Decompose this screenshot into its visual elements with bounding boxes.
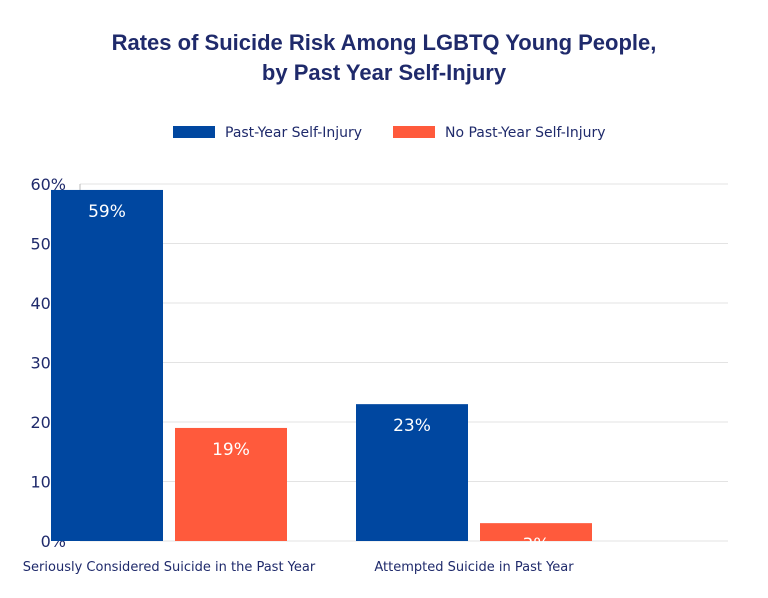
y-tick-label: 60% [30, 175, 66, 194]
data-label: 23% [393, 416, 431, 436]
x-category-label: Attempted Suicide in Past Year [374, 560, 574, 575]
data-label: 59% [88, 202, 126, 222]
bar-no-self-injury [175, 427, 287, 541]
x-category-label: Seriously Considered Suicide in the Past… [23, 560, 316, 575]
data-label: 19% [212, 440, 250, 460]
data-label: 3% [523, 535, 550, 555]
bar-self-injury [356, 404, 468, 541]
bar-no-self-injury [480, 523, 592, 541]
chart-title-line-1: Rates of Suicide Risk Among LGBTQ Young … [111, 30, 657, 55]
legend-label: No Past-Year Self-Injury [445, 125, 606, 141]
legend-swatch [173, 126, 215, 138]
chart-title-line-2: by Past Year Self-Injury [261, 60, 507, 85]
legend-swatch [393, 126, 435, 138]
bar-self-injury [51, 189, 163, 541]
chart-title: Rates of Suicide Risk Among LGBTQ Young … [0, 28, 768, 88]
legend-label: Past-Year Self-Injury [225, 125, 362, 141]
